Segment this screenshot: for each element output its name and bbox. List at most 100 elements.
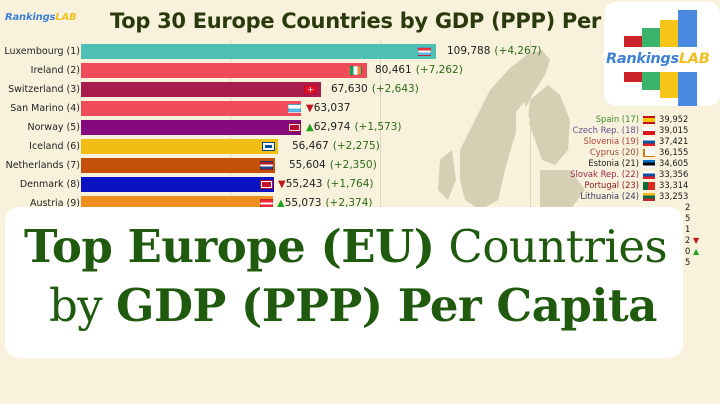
bar-value: 80,461 (+7,262) [375,64,463,76]
change-text: (+2,643) [371,83,419,95]
bar [81,158,275,173]
rankingslab-logo-card: RankingsLAB [604,2,720,106]
bar-label: San Marino (4) [10,103,80,114]
flag-portugal-icon [643,182,655,190]
value-text: 62,974 [313,121,351,133]
list-item: Cyprus (20) 36,155 [560,147,720,158]
overlay-title-line-1: Top Europe (EU) Countries [24,220,668,273]
logo-bar-yellow-reflection [660,72,678,98]
bar-label: Norway (5) [27,122,80,133]
flag-slovakia-icon [643,171,655,179]
logo-bar-yellow [660,20,678,47]
bar [81,120,301,135]
country-value: 33,356 [659,169,689,179]
overlay-regular-text: by [49,279,117,332]
value-text: 109,788 [447,45,491,57]
bar-row-netherlands: Netherlands (7) 55,604 (+2,350) [0,157,600,174]
overlay-regular-text: Countries [434,220,668,273]
bar-row-norway: Norway (5) ▲62,974 (+1,573) [0,119,600,136]
value-text: 63,037 [313,102,351,114]
bar-label: Luxembourg (1) [4,46,80,57]
country-value: 39,015 [659,125,689,135]
overlay-title-card: Top Europe (EU) Countries by GDP (PPP) P… [5,207,683,358]
bar-row-luxembourg: Luxembourg (1) 109,788 (+4,267) [0,43,600,60]
change-text: (+4,267) [494,45,542,57]
flag-lithuania-icon [643,193,655,201]
bar-value: ▲62,974 (+1,573) [306,121,402,133]
bar-value: ▼55,243 (+1,764) [278,178,374,190]
list-item: Portugal (23) 33,314 [560,180,720,191]
bar [81,82,321,97]
flag-denmark-icon [260,180,273,189]
logo-bar-red-reflection [624,72,642,82]
country-value: 33,314 [659,180,689,190]
overlay-bold-text: GDP (PPP) Per Capita [116,279,657,332]
bar [81,63,367,78]
list-item: Lithuania (24) 33,253 [560,191,720,202]
change-text: (+1,573) [354,121,402,133]
country-label: Slovenia (19) [583,136,640,146]
flag-luxembourg-icon [418,47,431,56]
overlay-title-line-2: by GDP (PPP) Per Capita [49,279,657,332]
logo-text-rankings: Rankings [5,12,56,23]
country-value: 34,605 [659,158,689,168]
list-item: Slovenia (19) 37,421 [560,136,720,147]
value-text: 67,630 [331,83,368,95]
flag-san-marino-icon [288,104,301,113]
list-item: Spain (17) 39,952 [560,114,720,125]
flag-norway-icon [288,123,301,132]
flag-cyprus-icon [643,149,655,157]
change-text: (+1,764) [326,178,374,190]
rank-up-arrow-icon: ▲ [306,122,314,133]
bar-label: Denmark (8) [19,179,80,190]
bar-label: Austria (9) [29,198,80,209]
logo-bar-green [642,28,660,47]
bar-row-ireland: Ireland (2) 80,461 (+7,262) [0,62,600,79]
scandinavia-map-background [438,50,585,210]
bar-row-switzerland: Switzerland (3) + 67,630 (+2,643) [0,81,600,98]
value-text: 55,604 [289,159,326,171]
value-text: 56,467 [292,140,329,152]
flag-spain-icon [643,116,655,124]
bar-value: 56,467 (+2,275) [292,140,380,152]
flag-iceland-icon [262,142,275,151]
flag-slovenia-icon [643,138,655,146]
bar-value: ▼63,037 [306,102,350,114]
bar-label: Netherlands (7) [5,160,80,171]
bar [81,44,436,59]
flag-estonia-icon [643,160,655,168]
value-text: 55,073 [284,197,322,209]
logo-bar-red [624,36,642,47]
overlay-bold-text: Top Europe (EU) [24,220,435,273]
country-value: 37,421 [659,136,689,146]
country-label: Portugal (23) [584,180,639,190]
rankingslab-small-logo: RankingsLAB [5,12,77,23]
flag-ireland-icon [349,66,362,75]
value-text: 55,243 [285,178,323,190]
chart-title: Top 30 Europe Countries by GDP (PPP) Per… [110,9,683,33]
country-label: Slovak Rep. (22) [570,169,639,179]
bar-row-iceland: Iceland (6) 56,467 (+2,275) [0,138,600,155]
logo-bar-blue [678,10,697,47]
bar [81,139,278,154]
bar-row-denmark: Denmark (8) ▼55,243 (+1,764) [0,176,600,193]
bar-label: Ireland (2) [30,65,80,76]
bar-label: Switzerland (3) [8,84,80,95]
country-label: Lithuania (24) [580,191,639,201]
logo-bar-green-reflection [642,72,660,90]
rank-down-arrow-icon: ▼ [306,103,314,114]
bar-value: 55,604 (+2,350) [289,159,377,171]
country-value: 33,253 [659,191,689,201]
bar-value: 109,788 (+4,267) [447,45,541,57]
flag-netherlands-icon [260,161,273,170]
logo-bar-blue-reflection [678,72,697,106]
country-label: Cyprus (20) [589,147,639,157]
change-text: (+2,350) [329,159,377,171]
change-text: (+2,374) [325,197,373,209]
list-item: Slovak Rep. (22) 33,356 [560,169,720,180]
country-label: Czech Rep. (18) [572,125,639,135]
bar-value: ▲55,073 (+2,374) [277,197,373,209]
change-text: (+2,275) [332,140,380,152]
country-value: 39,952 [659,114,689,124]
